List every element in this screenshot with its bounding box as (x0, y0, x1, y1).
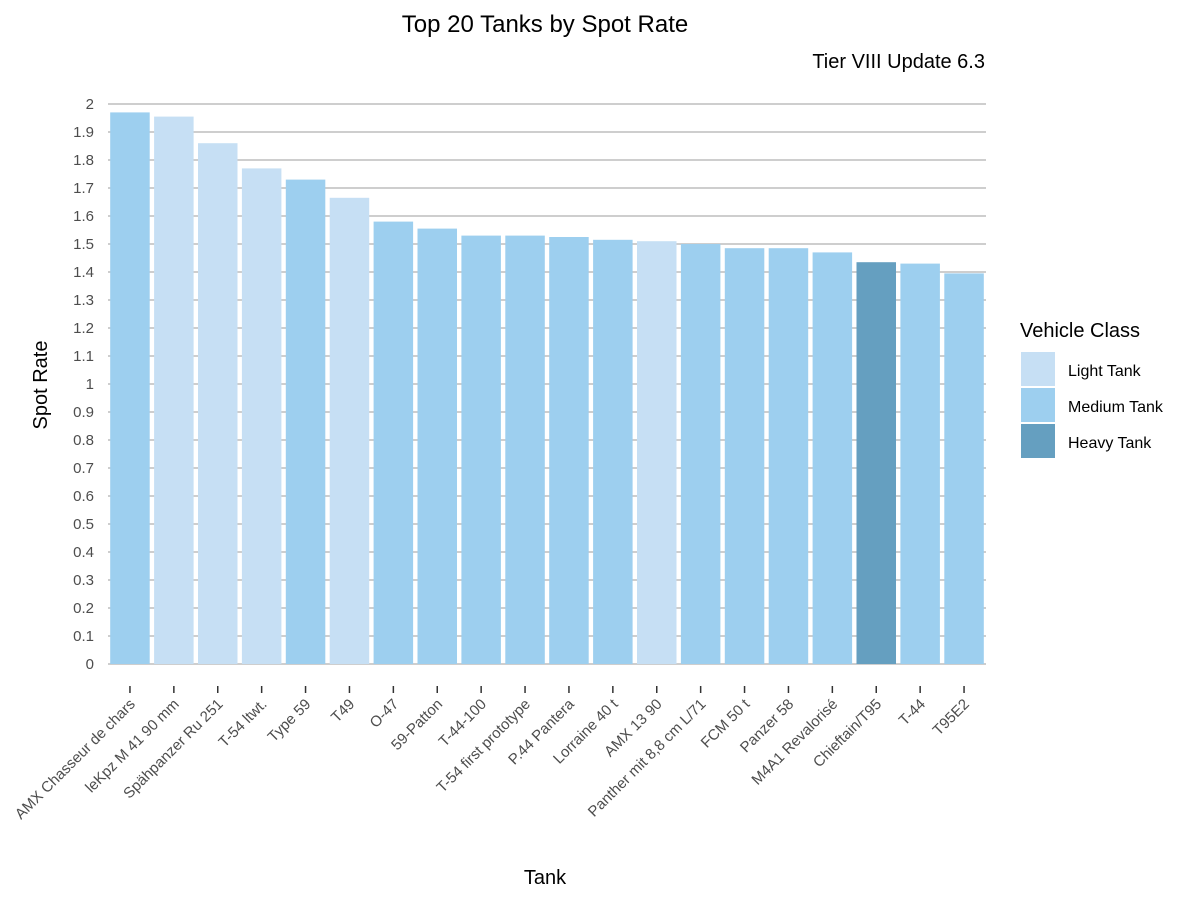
bar (900, 263, 940, 664)
bar (241, 168, 282, 664)
bar (417, 228, 458, 664)
y-tick-label: 1.3 (73, 292, 94, 309)
bar (373, 221, 414, 664)
legend-label: Light Tank (1068, 363, 1142, 380)
x-tick-label: T-54 ltwt. (215, 696, 270, 751)
y-tick-label: 1 (86, 376, 94, 393)
legend-swatch (1021, 424, 1055, 458)
y-tick-label: 1.7 (73, 180, 94, 197)
y-tick-label: 1.5 (73, 236, 94, 253)
bar (154, 116, 194, 665)
legend-label: Medium Tank (1068, 399, 1164, 416)
x-tick-label: T-44 (896, 696, 929, 729)
y-tick-label: 0.4 (73, 544, 94, 561)
bar (724, 248, 765, 664)
y-tick-label: 0.6 (73, 488, 94, 505)
y-tick-label: 0.1 (73, 628, 94, 645)
bar (680, 244, 721, 664)
x-axis-title: Tank (524, 867, 567, 889)
y-tick-label: 1.2 (73, 320, 94, 337)
bar (636, 241, 677, 664)
y-tick-label: 1.1 (73, 348, 94, 365)
y-tick-label: 1.8 (73, 152, 94, 169)
y-tick-label: 0.2 (73, 600, 94, 617)
bars (110, 112, 984, 665)
bar (285, 179, 326, 664)
chart-subtitle: Tier VIII Update 6.3 (812, 51, 985, 73)
bar (768, 248, 809, 664)
legend: Vehicle Class Light Tank Medium Tank Heavy… (1020, 320, 1164, 458)
y-tick-label: 0.7 (73, 460, 94, 477)
legend-swatch (1021, 388, 1055, 422)
y-tick-label: 0.3 (73, 572, 94, 589)
y-tick-label: 0 (86, 656, 94, 673)
bar (197, 143, 238, 664)
y-tick-label: 1.9 (73, 124, 94, 141)
x-tick-label: T49 (328, 696, 358, 726)
bar (110, 112, 150, 664)
y-tick-label: 1.4 (73, 264, 94, 281)
y-tick-label: 0.5 (73, 516, 94, 533)
bar (944, 273, 984, 664)
bar (812, 252, 853, 664)
bar (549, 237, 589, 664)
bar (505, 235, 545, 664)
chart-title: Top 20 Tanks by Spot Rate (402, 11, 688, 38)
legend-label: Heavy Tank (1068, 435, 1152, 452)
x-tick-label: T95E2 (930, 696, 973, 739)
y-tick-label: 0.9 (73, 404, 94, 421)
bar (593, 239, 633, 665)
bar (461, 235, 501, 664)
y-tick-label: 1.6 (73, 208, 94, 225)
y-axis-ticks: 0 0.1 0.2 0.3 0.4 0.5 0.6 0.7 0.8 0.9 1 1.1 1.2 1.3 1.… (73, 96, 94, 673)
y-tick-label: 2 (86, 96, 94, 113)
legend-title: Vehicle Class (1020, 320, 1140, 342)
y-tick-label: 0.8 (73, 432, 94, 449)
legend-swatch (1021, 352, 1055, 386)
x-tick-label: Type 59 (265, 696, 315, 746)
x-tick-label: O-47 (367, 696, 403, 732)
bar (856, 262, 897, 664)
gridlines (108, 103, 986, 665)
y-axis-title: Spot Rate (30, 341, 52, 430)
bar (329, 197, 370, 665)
